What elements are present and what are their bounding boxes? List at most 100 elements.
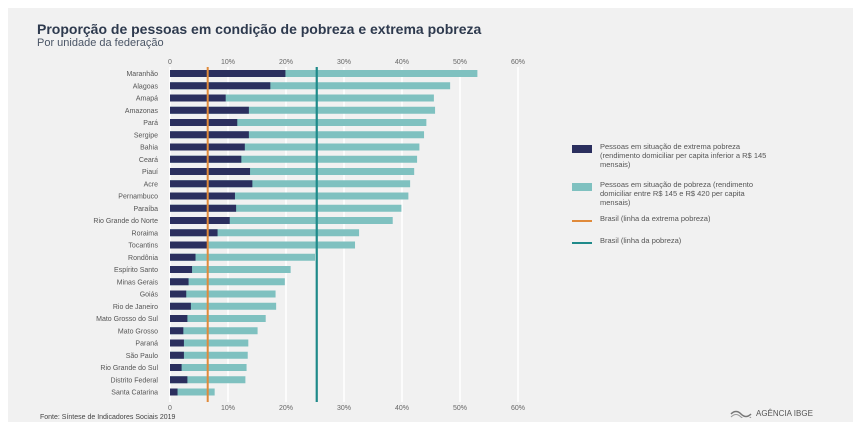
x-tick-label-bottom: 20% xyxy=(279,405,293,412)
bar-extreme-poverty xyxy=(170,315,188,322)
bar-poverty xyxy=(170,180,411,188)
category-label: Minas Gerais xyxy=(117,279,159,286)
category-label: Goiás xyxy=(140,292,159,299)
bar-poverty xyxy=(170,388,215,396)
bar-poverty xyxy=(170,278,285,286)
legend-extreme-line: Brasil (linha da extrema pobreza) xyxy=(572,214,770,223)
bar-extreme-poverty xyxy=(170,70,286,77)
x-tick-label-bottom: 0 xyxy=(168,405,172,412)
category-label: Amapá xyxy=(136,96,158,103)
bar-extreme-poverty xyxy=(170,217,230,224)
x-tick-label-bottom: 50% xyxy=(453,405,467,412)
bar-extreme-poverty xyxy=(170,351,184,359)
legend-poverty-line: Brasil (linha da pobreza) xyxy=(572,236,770,245)
category-label: São Paulo xyxy=(126,353,158,360)
chart-subtitle: Por unidade da federação xyxy=(37,37,164,49)
bar-poverty xyxy=(170,94,434,102)
category-label: Roraima xyxy=(132,230,159,237)
bar-extreme-poverty xyxy=(170,253,196,261)
category-label: Bahia xyxy=(140,145,158,152)
category-label: Maranhão xyxy=(126,71,158,78)
category-label: Acre xyxy=(144,181,159,188)
bar-poverty xyxy=(170,82,451,90)
bar-poverty xyxy=(170,204,402,212)
category-label: Rio Grande do Norte xyxy=(93,218,158,225)
category-label: Distrito Federal xyxy=(111,377,159,384)
x-tick-label-bottom: 40% xyxy=(395,405,409,412)
bar-extreme-poverty xyxy=(170,82,271,90)
category-label: Tocantins xyxy=(128,243,158,250)
bar-poverty xyxy=(170,119,427,126)
bar-poverty xyxy=(170,315,266,322)
bar-poverty xyxy=(170,290,276,298)
category-label: Pará xyxy=(143,120,158,127)
category-label: Rondônia xyxy=(128,255,158,262)
legend-swatch-extreme xyxy=(572,145,592,153)
x-tick-label-bottom: 30% xyxy=(337,405,351,412)
reference-lines xyxy=(206,67,318,402)
bar-poverty xyxy=(170,143,420,151)
category-label: Ceará xyxy=(139,157,158,164)
bar-poverty xyxy=(170,302,277,310)
legend-label-extreme: Pessoas em situação de extrema pobreza (… xyxy=(600,142,767,169)
x-tick-label-top: 50% xyxy=(453,59,467,66)
bar-poverty xyxy=(170,253,315,261)
bar-extreme-poverty xyxy=(170,327,184,335)
bar-poverty xyxy=(170,351,248,359)
agency-logo: AGÊNCIA IBGE xyxy=(730,408,813,418)
bar-extreme-poverty xyxy=(170,168,251,175)
x-tick-label-top: 40% xyxy=(395,59,409,66)
bar-poverty xyxy=(170,217,393,224)
legend-swatch-poverty xyxy=(572,183,592,191)
x-tick-label-top: 30% xyxy=(337,59,351,66)
legend-line-extreme xyxy=(572,220,592,222)
x-tick-label-top: 20% xyxy=(279,59,293,66)
category-label: Paraíba xyxy=(133,206,158,213)
category-label: Mato Grosso do Sul xyxy=(96,316,158,323)
bar-poverty xyxy=(170,192,409,200)
bar-extreme-poverty xyxy=(170,266,193,273)
category-label: Rio Grande do Sul xyxy=(100,365,158,372)
bar-extreme-poverty xyxy=(170,131,249,139)
bar-extreme-poverty xyxy=(170,364,182,371)
category-label: Pernambuco xyxy=(118,194,158,201)
logo-text: AGÊNCIA IBGE xyxy=(756,408,813,418)
legend-label-poverty-line: Brasil (linha da pobreza) xyxy=(600,236,682,245)
x-tick-label-bottom: 60% xyxy=(511,405,525,412)
category-label: Piauí xyxy=(142,169,158,176)
bar-poverty xyxy=(170,339,249,347)
x-tick-label-bottom: 10% xyxy=(221,405,235,412)
chart-title: Proporção de pessoas em condição de pobr… xyxy=(37,21,482,37)
bar-extreme-poverty xyxy=(170,192,235,200)
category-label: Espírito Santo xyxy=(114,267,158,274)
bar-poverty xyxy=(170,155,418,163)
bar-extreme-poverty xyxy=(170,376,188,384)
bar-poverty xyxy=(170,168,415,175)
x-axis-ticks: 0 0 10% 10% 20% 20% 30% 30% 40% 40% 50% 50% 60% 60% xyxy=(168,59,525,412)
legend-label-extreme-line: Brasil (linha da extrema pobreza) xyxy=(600,214,711,223)
source-note: Fonte: Síntese de Indicadores Sociais 20… xyxy=(40,414,176,421)
legend-label-poverty: Pessoas em situação de pobreza (rendimen… xyxy=(600,180,754,207)
bar-extreme-poverty xyxy=(170,119,238,126)
ibge-logo-icon xyxy=(730,410,752,418)
category-label: Alagoas xyxy=(133,83,159,90)
bar-poverty xyxy=(170,131,425,139)
bar-extreme-poverty xyxy=(170,180,253,188)
x-tick-label-top: 10% xyxy=(221,59,235,66)
legend-extreme-poverty: Pessoas em situação de extrema pobreza (… xyxy=(572,142,770,169)
bar-extreme-poverty xyxy=(170,339,184,347)
category-label: Santa Catarina xyxy=(111,390,158,397)
bar-extreme-poverty xyxy=(170,229,218,237)
bar-poverty xyxy=(170,70,478,77)
bar-layer xyxy=(170,70,478,396)
bar-extreme-poverty xyxy=(170,388,178,396)
bar-extreme-poverty xyxy=(170,155,242,163)
bar-poverty xyxy=(170,106,436,114)
bar-extreme-poverty xyxy=(170,94,226,102)
bar-poverty xyxy=(170,266,291,273)
legend-line-poverty xyxy=(572,242,592,244)
category-label: Sergipe xyxy=(134,132,158,139)
bar-extreme-poverty xyxy=(170,278,189,286)
bar-poverty xyxy=(170,229,360,237)
